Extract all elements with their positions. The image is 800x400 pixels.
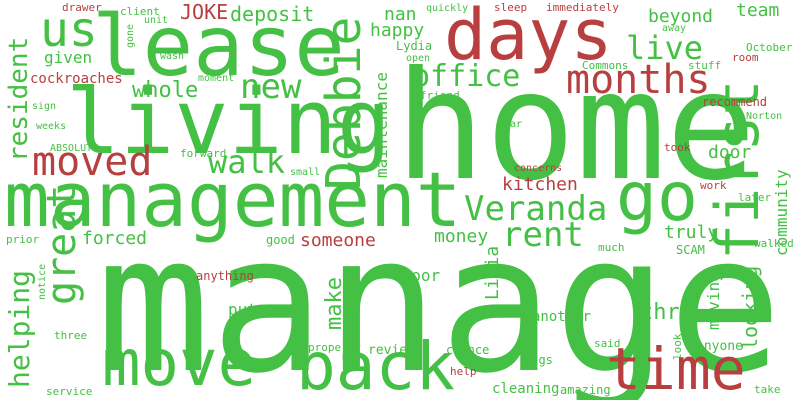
word-kitchen: kitchen	[502, 174, 578, 195]
word-money: money	[434, 226, 489, 247]
word-team: team	[736, 0, 780, 21]
word-recommend: recommend	[702, 95, 768, 109]
word-said: said	[594, 337, 621, 350]
word-walked: walked	[754, 237, 794, 250]
word-joke: JOKE	[180, 0, 229, 24]
word-lydia: Lydia	[396, 39, 433, 53]
word-days: days	[444, 0, 613, 76]
word-someone: someone	[300, 230, 376, 251]
word-management: management	[4, 155, 462, 244]
word-small: small	[290, 167, 321, 178]
word-quickly: quickly	[426, 3, 469, 14]
word-moment: moment	[198, 73, 235, 84]
word-sleep: sleep	[494, 1, 528, 14]
word-truly: truly	[664, 222, 719, 243]
word-door: door	[708, 142, 752, 163]
word-another: another	[532, 309, 592, 325]
word-work: work	[700, 179, 727, 192]
word-property: property	[308, 341, 361, 354]
word-new: new	[240, 67, 302, 107]
word-nan: nan	[384, 4, 417, 25]
word-prior: prior	[6, 233, 40, 246]
word-back: back	[296, 328, 455, 400]
word-living: living	[66, 70, 392, 175]
word-lease: lease	[92, 0, 345, 95]
word-forward: forward	[180, 147, 227, 160]
word-beyond: beyond	[648, 6, 714, 27]
word-whole: whole	[132, 78, 199, 103]
word-live: live	[626, 29, 704, 67]
word-manager: manager	[96, 194, 800, 400]
word-us: us	[40, 2, 98, 58]
word-floor: floor	[392, 266, 441, 285]
word-make: make	[322, 277, 347, 330]
word-sign: sign	[32, 101, 57, 112]
word-moved: moved	[32, 139, 153, 185]
word-away: away	[662, 23, 687, 34]
word-cleaning: cleaning	[492, 381, 560, 397]
word-service: service	[46, 385, 93, 398]
word-office: office	[412, 59, 521, 94]
word-notice: notice	[37, 263, 48, 300]
word-take: take	[754, 383, 781, 396]
word-absolute: ABSOLUTE	[50, 143, 99, 154]
word-moving: moving	[704, 272, 723, 330]
word-happy: happy	[370, 20, 425, 41]
word-wasn: wasn	[160, 51, 185, 62]
word-help: help	[450, 365, 477, 378]
word-later: later	[738, 191, 772, 204]
word-weeks: weeks	[36, 121, 67, 132]
word-anything: anything	[196, 269, 254, 283]
word-immediately: immediately	[546, 1, 619, 14]
word-much: much	[598, 241, 625, 254]
word-far: far	[504, 119, 523, 130]
word-cockroaches: cockroaches	[30, 71, 123, 87]
word-resident: resident	[4, 36, 34, 162]
word-anyone: anyone	[696, 339, 743, 354]
word-stuff: stuff	[688, 59, 722, 72]
word-rent: rent	[502, 215, 584, 255]
word-forced: forced	[82, 228, 148, 249]
word-time: time	[606, 335, 746, 400]
word-took: took	[664, 141, 691, 154]
word-veranda: Veranda	[464, 189, 608, 229]
word-norton: Norton	[746, 111, 783, 122]
word-home: home	[395, 40, 757, 214]
word-room: room	[732, 51, 759, 64]
word-move: move	[102, 327, 257, 400]
word-debbie: Debbie	[316, 16, 372, 190]
word-lidia: Lidia	[482, 245, 503, 300]
word-deposit: deposit	[230, 2, 315, 26]
word-commons: Commons	[582, 59, 629, 72]
word-bugs: bugs	[524, 353, 553, 367]
word-maintenance: maintenance	[372, 72, 391, 178]
word-good: good	[266, 233, 295, 247]
word-put: put	[228, 300, 257, 319]
word-unit: unit	[144, 15, 169, 26]
word-saw: saw	[687, 302, 700, 322]
word-client: client	[120, 5, 160, 18]
word-concerns: concerns	[514, 163, 563, 174]
word-helping: helping	[3, 269, 36, 388]
word-reviews: reviews	[368, 343, 423, 358]
word-amazing: amazing	[560, 383, 611, 397]
word-chance: chance	[446, 343, 490, 357]
word-look: look	[671, 333, 684, 361]
word-walk: walk	[208, 143, 286, 181]
word-great: great	[39, 184, 85, 305]
word-given: given	[44, 48, 93, 67]
word-three: three	[54, 329, 88, 342]
word-looking: looking	[738, 265, 762, 350]
word-october: October	[746, 41, 793, 54]
word-months: months	[566, 57, 711, 103]
word-fiance: fiance	[151, 275, 162, 312]
word-go: go	[616, 158, 698, 237]
word-gone: gone	[125, 23, 136, 48]
word-thru: thru	[640, 300, 693, 325]
word-open: open	[406, 53, 431, 64]
word-friend: friend	[420, 89, 460, 102]
word-drawer: drawer	[62, 1, 102, 14]
word-scam: SCAM	[676, 243, 705, 257]
